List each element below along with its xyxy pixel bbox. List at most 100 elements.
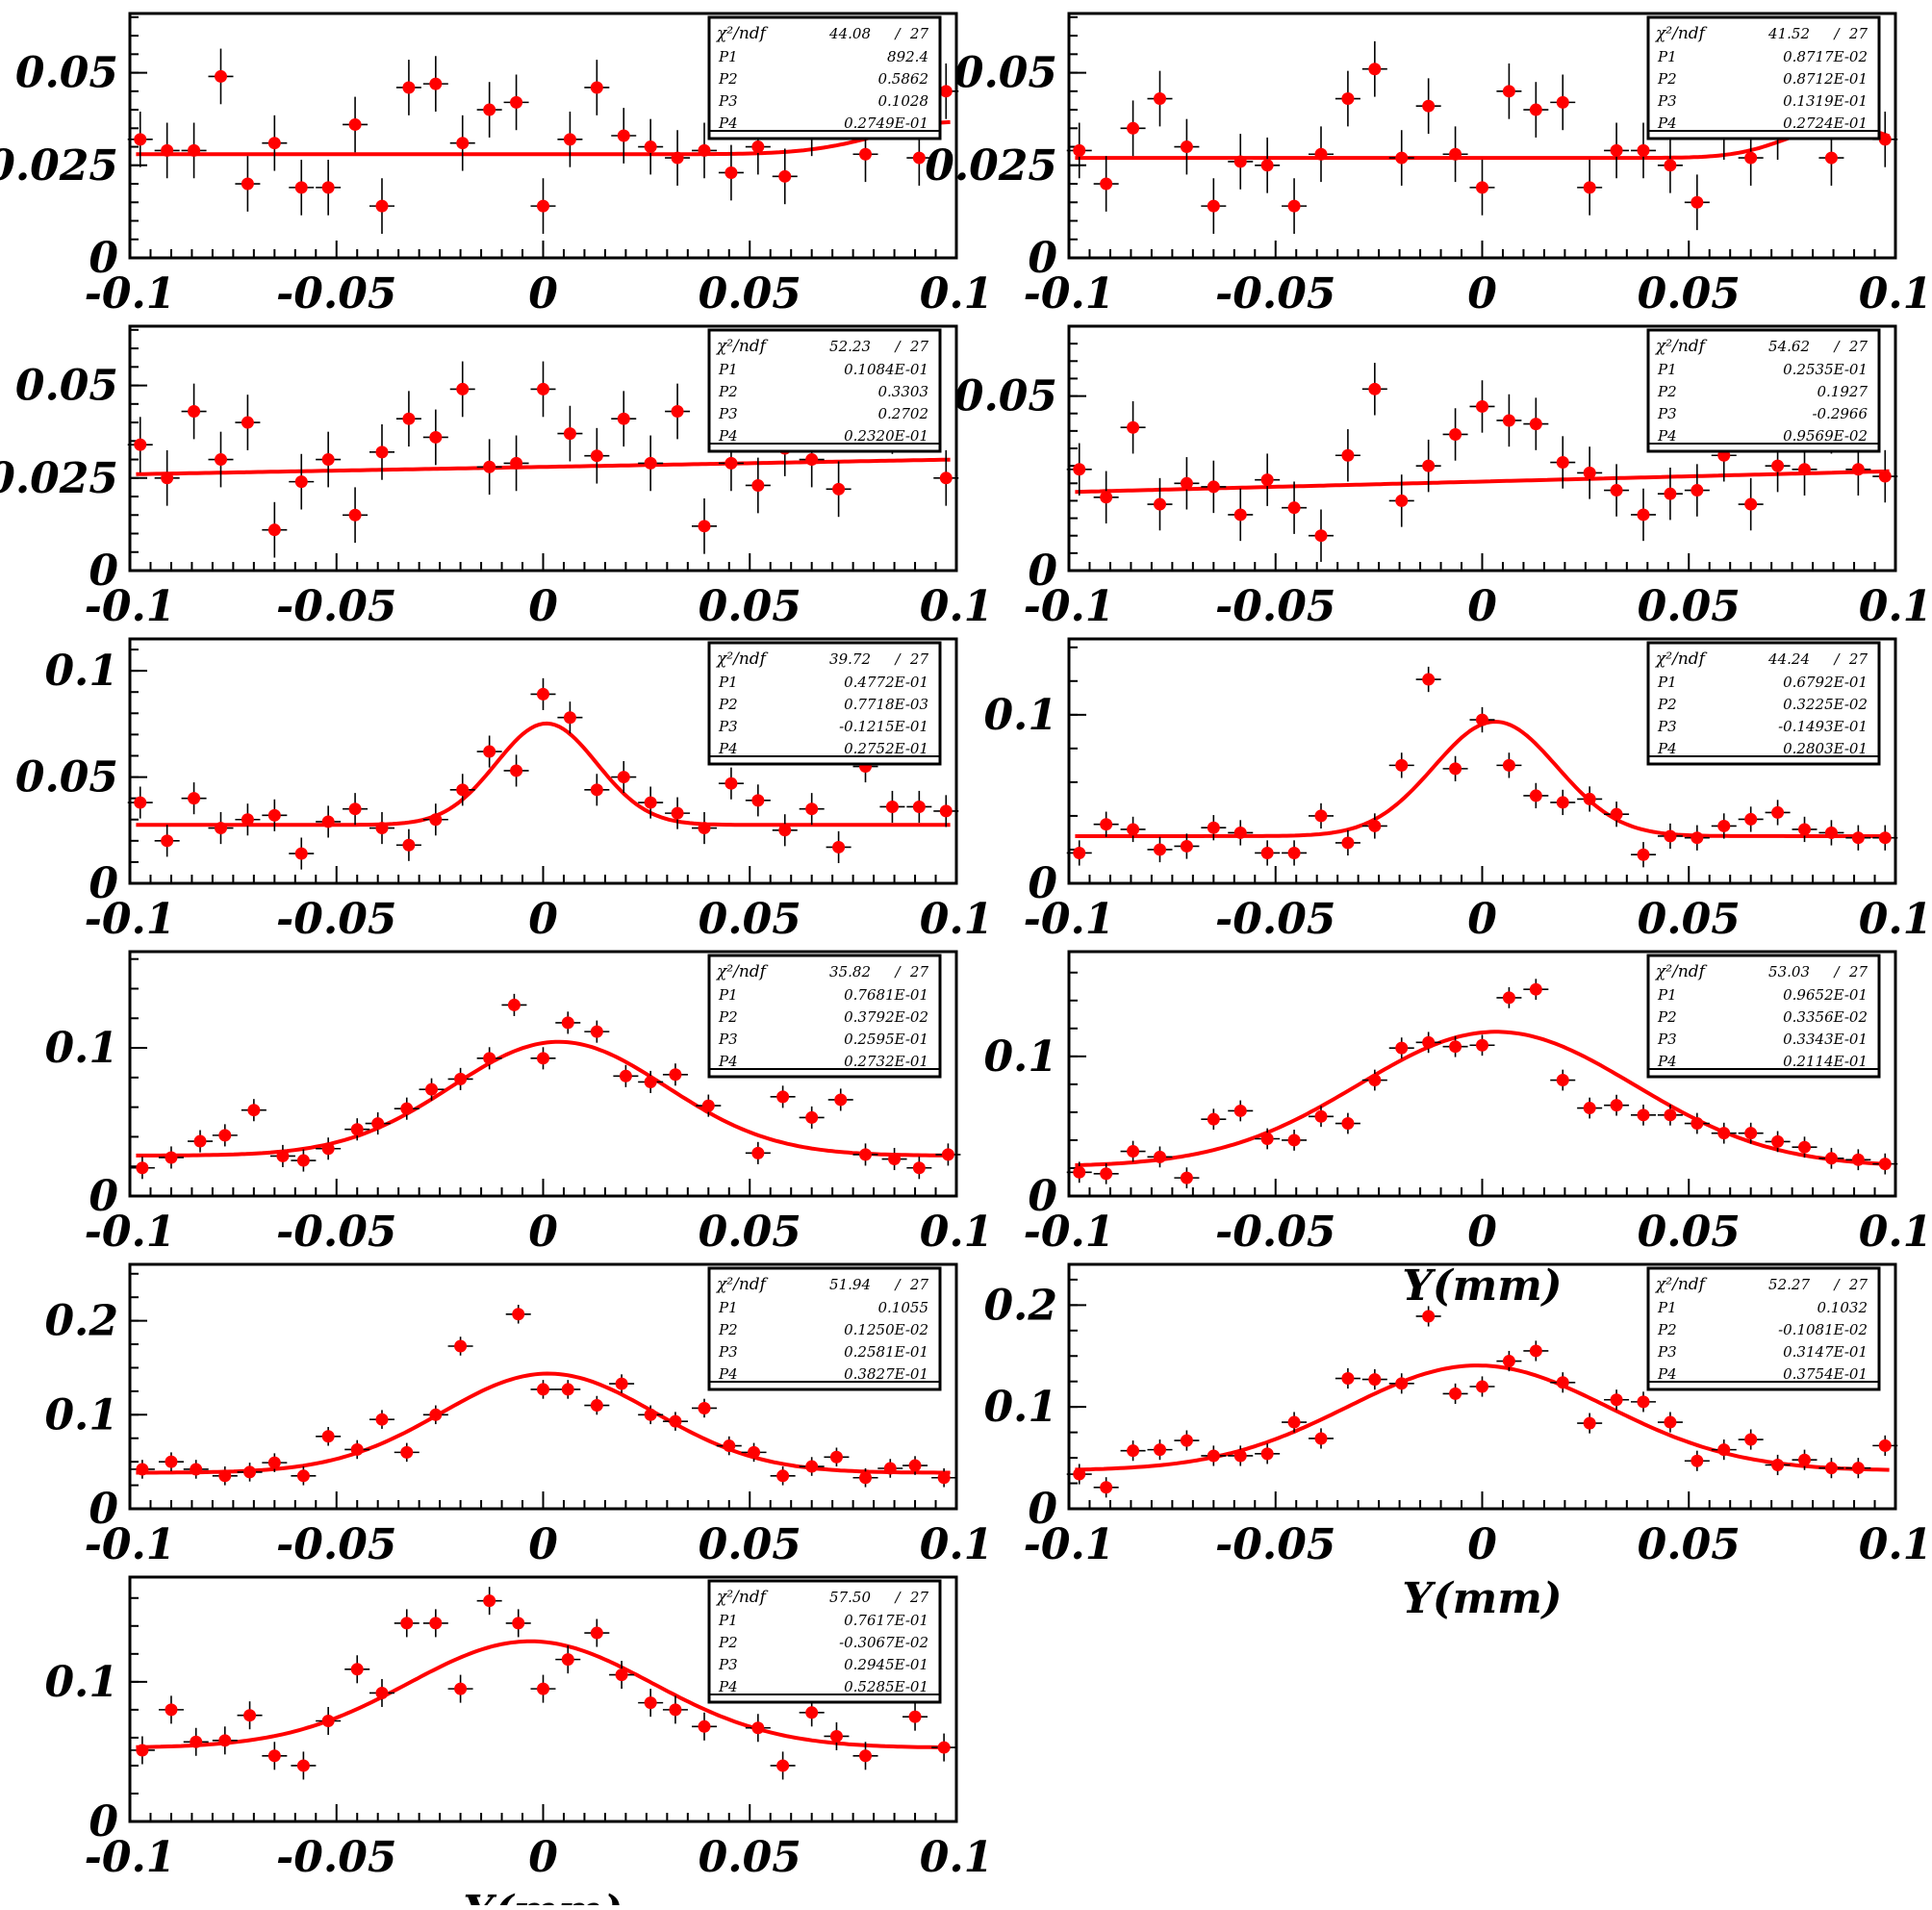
data-point bbox=[188, 405, 201, 419]
data-point bbox=[617, 129, 630, 142]
x-tick-label: -0.1 bbox=[1024, 1520, 1115, 1569]
data-point bbox=[348, 117, 362, 131]
data-point bbox=[1180, 476, 1193, 490]
data-point bbox=[321, 815, 335, 828]
data-point bbox=[510, 95, 523, 109]
data-point bbox=[829, 1729, 843, 1743]
data-point bbox=[1502, 414, 1515, 427]
stats-p1-value: 0.8717E-02 bbox=[1783, 48, 1868, 65]
data-point bbox=[912, 1161, 926, 1175]
data-point bbox=[1314, 809, 1328, 823]
data-point bbox=[1610, 143, 1623, 157]
stats-chi2-label: χ²/ndf bbox=[1655, 962, 1708, 981]
data-point bbox=[429, 77, 443, 90]
data-point bbox=[321, 453, 335, 467]
data-point bbox=[537, 1682, 549, 1695]
y-tick-label: 0.025 bbox=[0, 141, 118, 191]
data-point bbox=[1207, 1112, 1220, 1126]
stats-p4-label: P4 bbox=[1657, 115, 1677, 132]
data-point bbox=[1449, 1040, 1462, 1054]
data-point bbox=[136, 1161, 149, 1175]
data-point bbox=[190, 1735, 203, 1748]
data-point bbox=[1449, 427, 1462, 441]
x-tick-label: -0.05 bbox=[1215, 895, 1335, 944]
data-point bbox=[563, 427, 576, 441]
data-point bbox=[834, 1093, 848, 1107]
y-tick-label: 0 bbox=[1028, 859, 1057, 908]
data-point bbox=[1341, 92, 1355, 106]
stats-ndf-value: 27 bbox=[1848, 1276, 1868, 1293]
data-point bbox=[1717, 1127, 1731, 1140]
stats-p3-value: 0.2945E-01 bbox=[844, 1656, 928, 1673]
panel-8: -0.1 -0.05 0 0.05 0.1 0 0.1 χ²/ndf 53.03 / 27 P1 0.9… bbox=[983, 950, 1932, 1311]
data-point bbox=[751, 794, 765, 807]
data-point bbox=[512, 1308, 525, 1321]
data-point bbox=[537, 1052, 549, 1065]
data-point bbox=[402, 838, 416, 852]
data-point bbox=[1878, 133, 1892, 146]
stats-frame bbox=[707, 1579, 942, 1704]
data-point bbox=[1583, 181, 1596, 194]
data-point bbox=[1180, 140, 1193, 154]
y-tick-label: 0.025 bbox=[0, 454, 118, 503]
data-point bbox=[1127, 1444, 1140, 1458]
data-point bbox=[214, 822, 227, 835]
y-tick-label: 0.1 bbox=[983, 1383, 1057, 1432]
data-point bbox=[1610, 1393, 1623, 1407]
data-point bbox=[615, 1668, 628, 1682]
data-point bbox=[859, 1148, 873, 1161]
data-point bbox=[241, 416, 254, 429]
data-point bbox=[1610, 1099, 1623, 1112]
data-point bbox=[1287, 846, 1301, 859]
x-tick-label: -0.05 bbox=[276, 1833, 396, 1882]
data-point bbox=[1100, 1481, 1113, 1494]
x-tick-label: 0 bbox=[1467, 269, 1497, 318]
panel-6: -0.1 -0.05 0 0.05 0.1 0 0.1 χ²/ndf 44.24 / 27 P1 0.6… bbox=[983, 637, 1932, 944]
data-point bbox=[1476, 1038, 1488, 1052]
data-point bbox=[429, 813, 443, 827]
stats-p2-value: 0.7718E-03 bbox=[844, 696, 928, 713]
fit-curve bbox=[1075, 1030, 1890, 1167]
data-point bbox=[321, 181, 335, 194]
data-point bbox=[669, 1703, 682, 1717]
x-tick-label: 0.05 bbox=[699, 1520, 801, 1569]
stats-p4-value: 0.2320E-01 bbox=[844, 427, 928, 445]
data-point bbox=[350, 1123, 364, 1136]
data-point bbox=[375, 822, 389, 835]
data-point bbox=[939, 471, 953, 485]
data-point bbox=[1476, 181, 1488, 194]
stats-chi2-label: χ²/ndf bbox=[1655, 1275, 1708, 1294]
data-point bbox=[1529, 1344, 1542, 1358]
data-point bbox=[748, 1445, 761, 1459]
data-point bbox=[1395, 758, 1409, 772]
data-point bbox=[1717, 819, 1731, 832]
data-point bbox=[1073, 463, 1086, 476]
data-point bbox=[1341, 1117, 1355, 1131]
data-point bbox=[1878, 1439, 1892, 1452]
data-point bbox=[805, 802, 819, 816]
data-point bbox=[644, 1408, 657, 1421]
data-point bbox=[296, 1469, 310, 1483]
data-point bbox=[590, 81, 603, 94]
x-tick-label: 0.05 bbox=[699, 582, 801, 631]
stats-p1-value: 0.9652E-01 bbox=[1783, 986, 1868, 1004]
data-point bbox=[778, 824, 792, 837]
stats-p4-label: P4 bbox=[718, 1053, 738, 1070]
data-point bbox=[276, 1149, 290, 1162]
stats-box: χ²/ndf 39.72 / 27 P1 0.4772E-01 P2 0.7718E-03 P3… bbox=[707, 641, 942, 766]
data-point bbox=[1851, 831, 1865, 845]
stats-p3-value: 0.2581E-01 bbox=[844, 1343, 928, 1361]
data-point bbox=[1314, 147, 1328, 161]
stats-frame bbox=[1646, 641, 1881, 766]
data-point bbox=[483, 460, 496, 473]
stats-p4-value: 0.2732E-01 bbox=[844, 1053, 928, 1070]
data-point bbox=[644, 796, 657, 809]
data-point bbox=[1556, 796, 1569, 809]
stats-p3-label: P3 bbox=[1657, 92, 1677, 110]
data-point bbox=[161, 471, 174, 485]
x-tick-label: 0 bbox=[528, 582, 558, 631]
data-point bbox=[483, 1594, 496, 1608]
stats-p2-value: 0.1250E-02 bbox=[844, 1321, 928, 1338]
data-point bbox=[698, 520, 711, 533]
data-point bbox=[644, 1696, 657, 1710]
